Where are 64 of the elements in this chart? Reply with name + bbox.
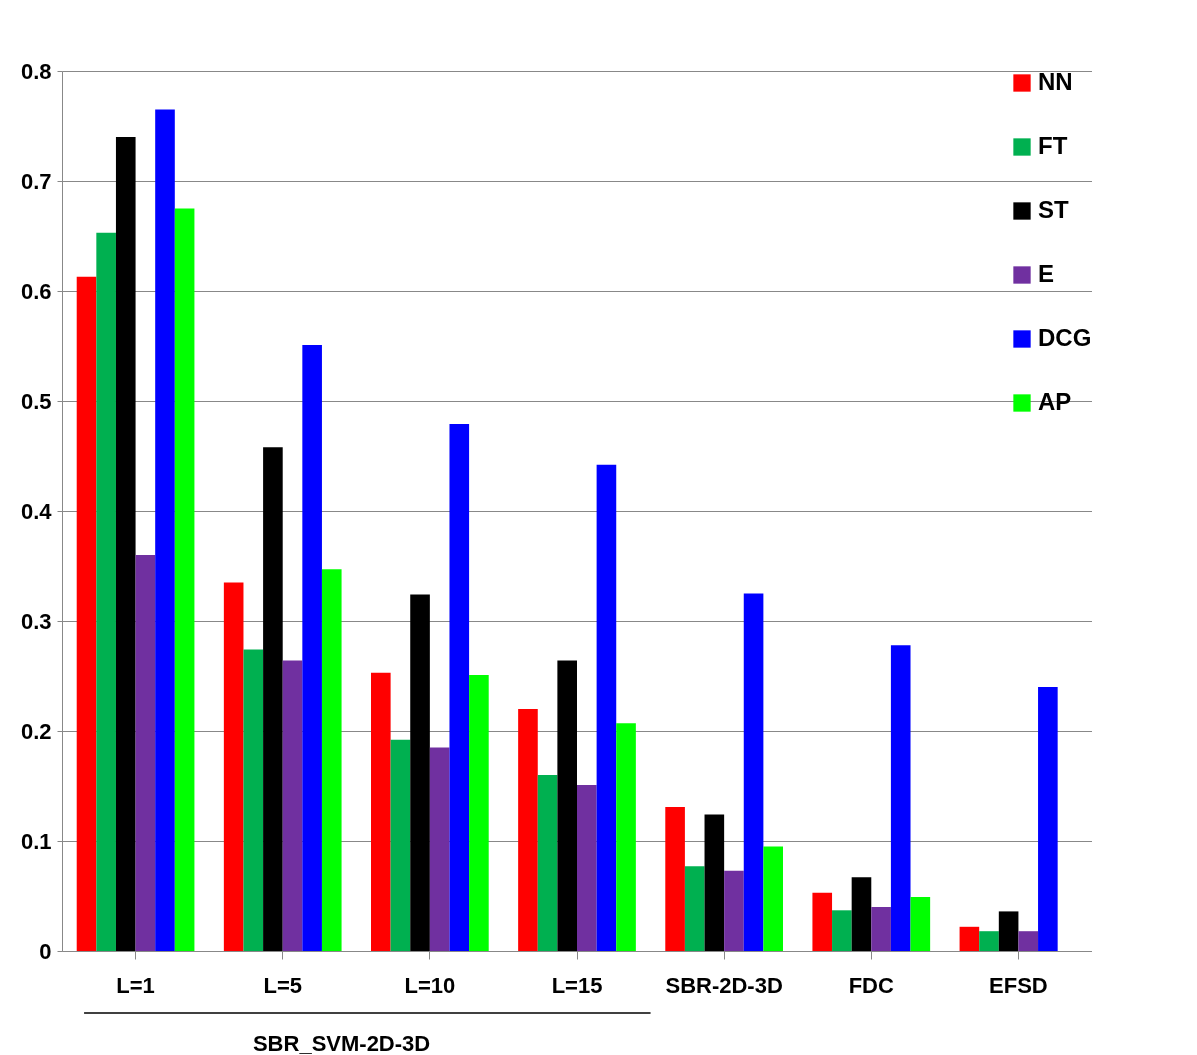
x-tick-label: L=5 [263,972,302,998]
bar [410,594,430,951]
bar [263,447,283,951]
bar [1018,931,1039,951]
y-tick-label: 0.5 [20,388,52,414]
bar [577,784,597,951]
bar [282,660,303,951]
legend-label: FT [1038,132,1068,159]
bar [763,846,783,951]
bar [851,877,872,951]
bar [135,555,156,951]
bar [371,672,391,951]
bar [469,674,489,951]
bar [832,910,852,951]
bar [223,582,244,951]
x-tick-label: L=15 [551,972,603,998]
x-tick-label: L=1 [116,972,155,998]
bar [743,593,764,951]
bar [557,660,577,951]
bar [665,806,685,951]
bar [321,569,342,951]
y-tick-label: 0.2 [20,718,52,744]
x-tick-label: SBR-2D-3D [665,972,783,998]
bar [174,208,195,951]
bar [115,137,136,951]
bar [979,931,999,951]
y-tick-label: 0.6 [20,278,52,304]
bar [724,870,744,951]
y-tick-label: 0.4 [20,498,53,524]
bar [390,739,411,951]
legend-label: NN [1038,68,1073,95]
y-tick-label: 0.7 [20,168,52,194]
bar [684,866,705,951]
bar [910,897,931,951]
bar [890,645,911,951]
bar [537,775,558,951]
y-tick-label: 0.1 [20,828,52,854]
bar [302,344,322,951]
bar [871,907,891,951]
bar [1038,687,1058,951]
bar [155,109,175,951]
bar [998,911,1019,951]
bar [76,276,97,951]
x-tick-label: L=10 [404,972,456,998]
x-tick-label: FDC [848,972,894,998]
bar [518,709,538,951]
bar [704,814,725,951]
bar [429,747,450,951]
x-tick-label: EFSD [989,972,1048,998]
y-tick-label: 0.3 [20,608,52,634]
legend-label: E [1038,260,1055,287]
legend-label: AP [1038,388,1072,415]
bar [596,464,617,951]
bar [812,892,833,951]
legend-label: DCG [1038,324,1092,351]
bar [959,926,980,951]
y-tick-label: 0 [39,938,52,964]
y-tick-label: 0.8 [20,58,52,84]
bar [243,649,264,951]
bar [616,723,636,951]
text: SBR_SVM-2D-3D [252,1031,431,1055]
bar [96,232,116,951]
legend-label: ST [1038,196,1070,223]
bar [449,424,470,951]
